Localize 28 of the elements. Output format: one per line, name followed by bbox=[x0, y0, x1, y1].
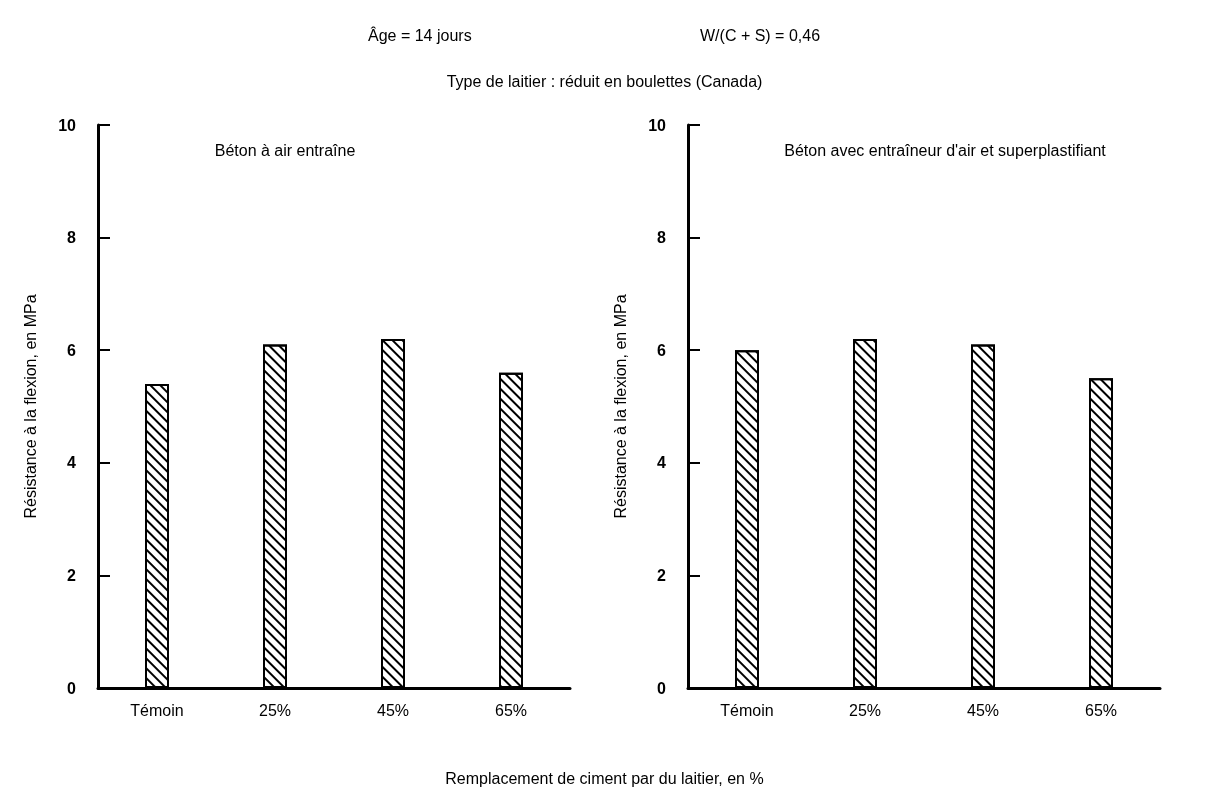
x-tick-label: 25% bbox=[848, 701, 882, 719]
x-tick-label: Témoin bbox=[720, 701, 774, 719]
y-tick-label: 8 bbox=[657, 229, 667, 247]
y-tick-label: 8 bbox=[67, 229, 77, 247]
y-tick-label: 0 bbox=[657, 679, 667, 697]
y-tick-label: 2 bbox=[67, 566, 77, 584]
text: Âge = 14 jours bbox=[368, 27, 472, 45]
x-tick-label: 65% bbox=[1084, 701, 1118, 719]
y-tick-label: 10 bbox=[648, 116, 667, 134]
y-axis-title: Résistance à la flexion, en MPa bbox=[611, 294, 629, 519]
x-tick-label: 65% bbox=[494, 701, 528, 719]
y-tick-label: 6 bbox=[657, 341, 667, 359]
y-axis-title: Résistance à la flexion, en MPa bbox=[21, 294, 39, 519]
y-tick-label: 0 bbox=[67, 679, 77, 697]
text: Béton avec entraîneur d'air et superplastifiant bbox=[784, 141, 1107, 159]
text: Type de laitier : réduit en boulettes (Canada) bbox=[445, 73, 764, 91]
y-tick-label: 4 bbox=[67, 454, 77, 472]
x-tick-label: 45% bbox=[966, 701, 1000, 719]
y-tick-label: 4 bbox=[657, 454, 667, 472]
x-axis-title: Remplacement de ciment par du laitier, en % bbox=[444, 770, 765, 788]
text: Béton à air entraîne bbox=[214, 141, 356, 159]
x-tick-label: 45% bbox=[376, 701, 410, 719]
y-tick-label: 2 bbox=[657, 566, 667, 584]
text: W/(C + S) = 0,46 bbox=[700, 27, 821, 45]
y-tick-label: 6 bbox=[67, 341, 77, 359]
x-tick-label: Témoin bbox=[130, 701, 184, 719]
x-tick-label: 25% bbox=[258, 701, 292, 719]
y-tick-label: 10 bbox=[58, 116, 77, 134]
